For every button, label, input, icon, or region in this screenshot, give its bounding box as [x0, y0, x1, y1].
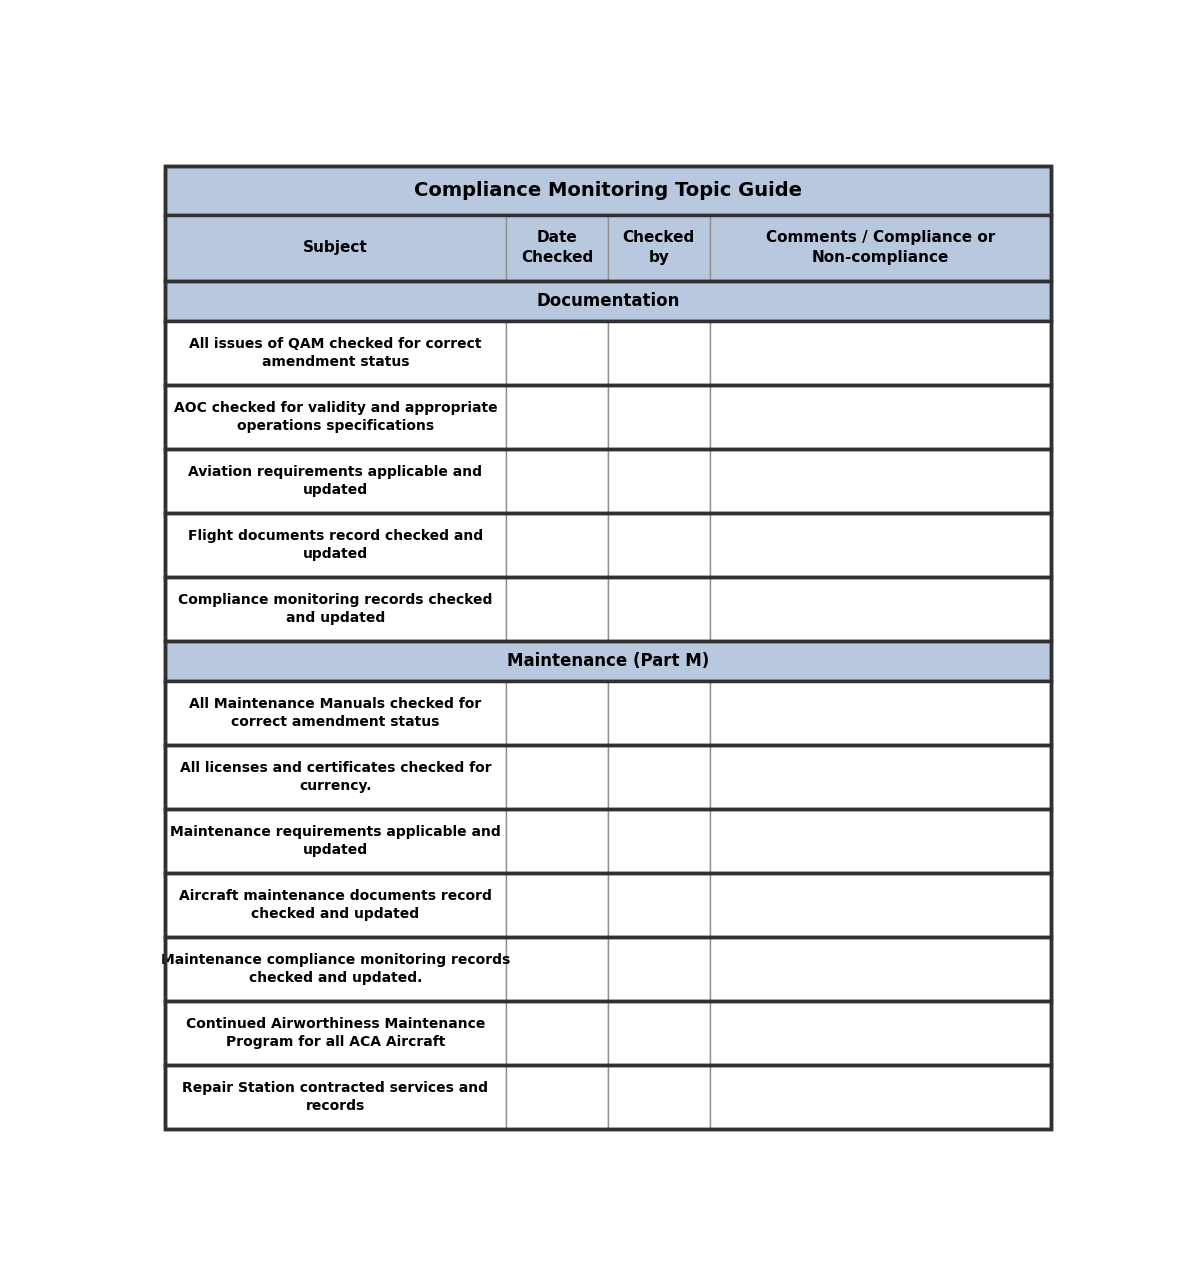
Text: Continued Airworthiness Maintenance
Program for all ACA Aircraft: Continued Airworthiness Maintenance Prog…: [186, 1017, 485, 1050]
Bar: [165, 322, 506, 385]
Bar: [709, 873, 1051, 937]
Bar: [506, 385, 607, 449]
Text: Aircraft maintenance documents record
checked and updated: Aircraft maintenance documents record ch…: [179, 888, 492, 922]
Bar: [607, 937, 709, 1001]
Bar: [506, 322, 607, 385]
Bar: [165, 281, 1051, 322]
Bar: [607, 577, 709, 641]
Bar: [709, 1065, 1051, 1129]
Text: Maintenance requirements applicable and
updated: Maintenance requirements applicable and …: [170, 824, 500, 858]
Bar: [709, 322, 1051, 385]
Bar: [165, 214, 506, 281]
Text: Repair Station contracted services and
records: Repair Station contracted services and r…: [183, 1081, 489, 1113]
Bar: [709, 449, 1051, 513]
Bar: [165, 577, 1051, 641]
Bar: [165, 449, 1051, 513]
Text: Subject: Subject: [302, 241, 368, 255]
Bar: [165, 385, 506, 449]
Bar: [165, 937, 506, 1001]
Bar: [506, 577, 607, 641]
Text: Maintenance compliance monitoring records
checked and updated.: Maintenance compliance monitoring record…: [161, 953, 510, 986]
Bar: [165, 513, 1051, 577]
Bar: [165, 745, 506, 809]
Bar: [165, 1065, 506, 1129]
Text: All Maintenance Manuals checked for
correct amendment status: All Maintenance Manuals checked for corr…: [190, 697, 482, 729]
Bar: [165, 873, 1051, 937]
Bar: [607, 1065, 709, 1129]
Bar: [506, 937, 607, 1001]
Bar: [165, 1001, 1051, 1065]
Bar: [506, 1001, 607, 1065]
Text: Comments / Compliance or
Non-compliance: Comments / Compliance or Non-compliance: [766, 231, 995, 265]
Bar: [709, 577, 1051, 641]
Bar: [607, 809, 709, 873]
Bar: [709, 385, 1051, 449]
Bar: [165, 873, 506, 937]
Bar: [165, 385, 1051, 449]
Text: Compliance Monitoring Topic Guide: Compliance Monitoring Topic Guide: [414, 181, 802, 200]
Bar: [709, 937, 1051, 1001]
Text: Documentation: Documentation: [536, 292, 680, 310]
Bar: [506, 214, 607, 281]
Bar: [506, 449, 607, 513]
Bar: [165, 681, 506, 745]
Bar: [607, 449, 709, 513]
Text: Date
Checked: Date Checked: [521, 231, 593, 265]
Text: AOC checked for validity and appropriate
operations specifications: AOC checked for validity and appropriate…: [173, 401, 497, 433]
Bar: [165, 322, 1051, 385]
Bar: [607, 1001, 709, 1065]
Bar: [607, 214, 709, 281]
Bar: [165, 745, 1051, 809]
Bar: [165, 937, 1051, 1001]
Bar: [607, 385, 709, 449]
Bar: [709, 214, 1051, 281]
Bar: [607, 873, 709, 937]
Bar: [607, 322, 709, 385]
Bar: [165, 214, 1051, 281]
Bar: [165, 681, 1051, 745]
Bar: [506, 873, 607, 937]
Bar: [709, 513, 1051, 577]
Bar: [607, 681, 709, 745]
Bar: [165, 513, 506, 577]
Bar: [607, 513, 709, 577]
Text: Aviation requirements applicable and
updated: Aviation requirements applicable and upd…: [189, 465, 483, 497]
Bar: [165, 1001, 506, 1065]
Text: All issues of QAM checked for correct
amendment status: All issues of QAM checked for correct am…: [189, 337, 482, 369]
Text: All licenses and certificates checked for
currency.: All licenses and certificates checked fo…: [179, 762, 491, 794]
Bar: [506, 809, 607, 873]
Bar: [165, 641, 1051, 681]
Bar: [165, 449, 506, 513]
Bar: [709, 745, 1051, 809]
Bar: [607, 745, 709, 809]
Bar: [165, 577, 506, 641]
Bar: [165, 809, 506, 873]
Bar: [709, 809, 1051, 873]
Bar: [165, 1065, 1051, 1129]
Bar: [506, 681, 607, 745]
Bar: [165, 809, 1051, 873]
Bar: [709, 1001, 1051, 1065]
Text: Maintenance (Part M): Maintenance (Part M): [506, 653, 709, 670]
Bar: [506, 1065, 607, 1129]
Bar: [506, 513, 607, 577]
Bar: [165, 165, 1051, 214]
Text: Flight documents record checked and
updated: Flight documents record checked and upda…: [187, 529, 483, 562]
Bar: [506, 745, 607, 809]
Text: Compliance monitoring records checked
and updated: Compliance monitoring records checked an…: [178, 594, 492, 626]
Bar: [709, 681, 1051, 745]
Text: Checked
by: Checked by: [623, 231, 695, 265]
